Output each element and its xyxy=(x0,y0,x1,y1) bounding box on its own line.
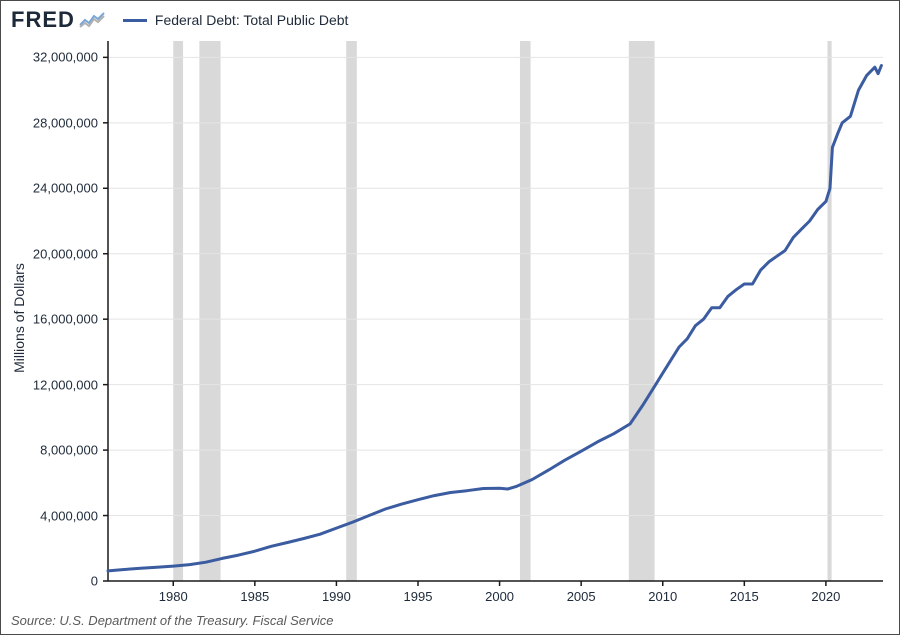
chart-frame: FRED Federal Debt: Total Public Debt Mil… xyxy=(0,0,900,635)
fred-chart-icon xyxy=(79,11,105,29)
x-tick-label: 1985 xyxy=(240,589,269,604)
x-tick-label: 2015 xyxy=(730,589,759,604)
y-tick-label: 20,000,000 xyxy=(1,246,98,261)
legend-label: Federal Debt: Total Public Debt xyxy=(155,12,349,28)
y-tick-label: 4,000,000 xyxy=(1,508,98,523)
y-tick-label: 12,000,000 xyxy=(1,377,98,392)
chart-header: FRED Federal Debt: Total Public Debt xyxy=(11,7,348,33)
x-tick-label: 2005 xyxy=(567,589,596,604)
x-tick-label: 2000 xyxy=(485,589,514,604)
x-tick-label: 1990 xyxy=(322,589,351,604)
source-footer: Source: U.S. Department of the Treasury.… xyxy=(11,613,333,628)
x-tick-label: 2010 xyxy=(648,589,677,604)
y-tick-label: 32,000,000 xyxy=(1,50,98,65)
y-tick-label: 8,000,000 xyxy=(1,443,98,458)
legend-swatch xyxy=(123,19,147,22)
x-tick-label: 1980 xyxy=(159,589,188,604)
chart-plot xyxy=(108,41,883,581)
y-tick-label: 16,000,000 xyxy=(1,312,98,327)
y-tick-label: 0 xyxy=(1,574,98,589)
fred-logo: FRED xyxy=(11,7,105,33)
fred-logo-text: FRED xyxy=(11,7,75,33)
x-tick-label: 1995 xyxy=(404,589,433,604)
y-tick-label: 24,000,000 xyxy=(1,181,98,196)
y-tick-label: 28,000,000 xyxy=(1,115,98,130)
x-tick-label: 2020 xyxy=(811,589,840,604)
